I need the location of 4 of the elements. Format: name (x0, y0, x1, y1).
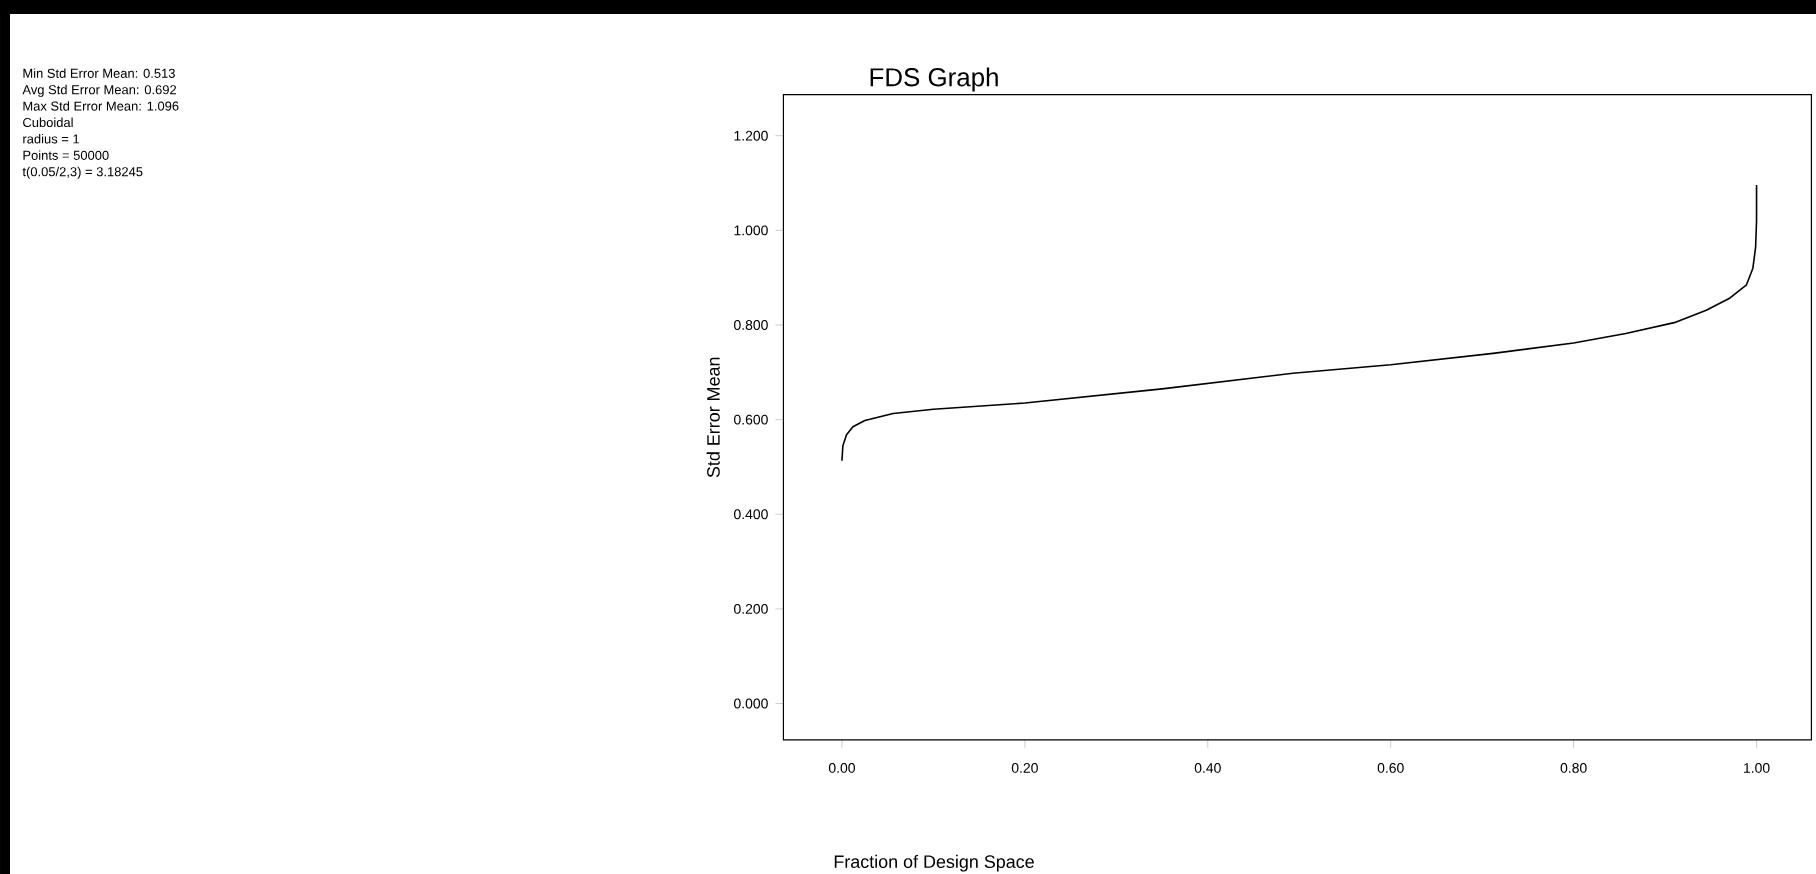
line-series (841, 184, 1758, 462)
chart-title: FDS Graph (870, 67, 998, 92)
x-axis-title: Fraction of Design Space (834, 854, 1034, 872)
y-axis-title: Std Error Mean (706, 357, 720, 478)
